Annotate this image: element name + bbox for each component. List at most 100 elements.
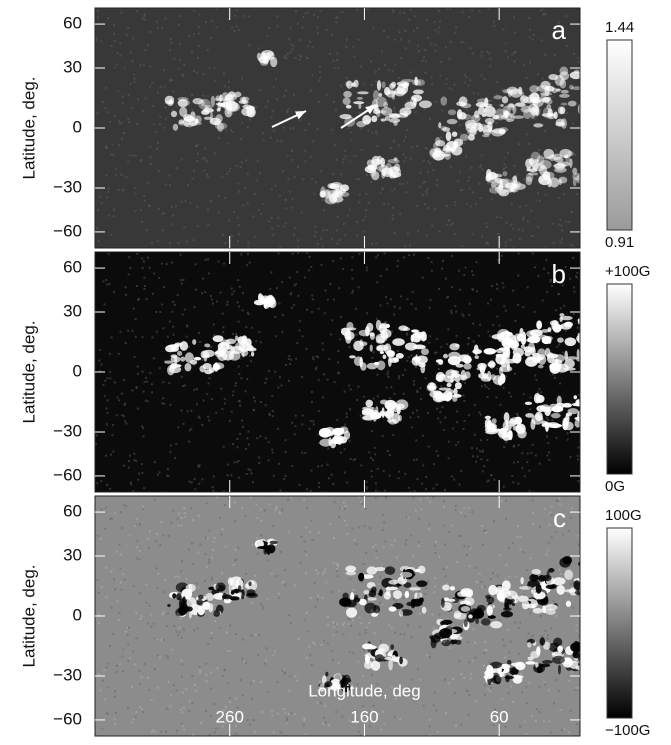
- noise-speck: [188, 549, 190, 551]
- noise-speck: [555, 615, 557, 617]
- noise-speck: [283, 95, 285, 97]
- active-region: [415, 332, 425, 339]
- noise-speck: [247, 431, 249, 433]
- noise-speck: [543, 268, 545, 270]
- noise-speck: [146, 602, 148, 604]
- noise-speck: [297, 166, 299, 168]
- noise-speck: [568, 680, 570, 682]
- panel-label: a: [552, 15, 567, 45]
- noise-speck: [202, 157, 204, 159]
- noise-speck: [107, 191, 109, 193]
- noise-speck: [267, 691, 269, 693]
- noise-speck: [344, 391, 346, 393]
- noise-speck: [489, 65, 491, 67]
- noise-speck: [407, 233, 409, 235]
- noise-speck: [451, 286, 453, 288]
- noise-speck: [309, 428, 311, 430]
- noise-speck: [186, 240, 188, 242]
- noise-speck: [240, 679, 242, 681]
- noise-speck: [157, 240, 159, 242]
- noise-speck: [114, 40, 116, 42]
- noise-speck: [493, 21, 495, 23]
- noise-speck: [347, 215, 349, 217]
- noise-speck: [240, 377, 242, 379]
- y-axis-label: Latitude, deg.: [19, 76, 38, 179]
- noise-speck: [159, 123, 161, 125]
- noise-speck: [218, 260, 220, 262]
- noise-speck: [343, 508, 345, 510]
- noise-speck: [109, 488, 111, 490]
- noise-speck: [196, 160, 198, 162]
- noise-speck: [136, 518, 138, 520]
- noise-speck: [359, 112, 361, 114]
- noise-speck: [114, 696, 116, 698]
- noise-speck: [269, 504, 271, 506]
- noise-speck: [168, 535, 170, 537]
- active-region: [399, 657, 403, 665]
- noise-speck: [510, 396, 512, 398]
- noise-speck: [281, 331, 283, 333]
- noise-speck: [152, 293, 154, 295]
- noise-speck: [134, 78, 136, 80]
- noise-speck: [139, 550, 141, 552]
- noise-speck: [221, 533, 223, 535]
- noise-speck: [503, 163, 505, 165]
- noise-speck: [569, 583, 571, 585]
- noise-speck: [309, 531, 311, 533]
- active-region: [451, 370, 459, 374]
- noise-speck: [375, 482, 377, 484]
- noise-speck: [306, 57, 308, 59]
- noise-speck: [460, 673, 462, 675]
- noise-speck: [242, 292, 244, 294]
- noise-speck: [445, 83, 447, 85]
- noise-speck: [481, 385, 483, 387]
- noise-speck: [378, 583, 380, 585]
- noise-speck: [336, 570, 338, 572]
- noise-speck: [407, 100, 409, 102]
- noise-speck: [443, 568, 445, 570]
- noise-speck: [207, 209, 209, 211]
- noise-speck: [271, 217, 273, 219]
- noise-speck: [206, 393, 208, 395]
- noise-speck: [118, 619, 120, 621]
- noise-speck: [122, 102, 124, 104]
- noise-speck: [181, 637, 183, 639]
- noise-speck: [412, 412, 414, 414]
- noise-speck: [463, 400, 465, 402]
- noise-speck: [167, 613, 169, 615]
- noise-speck: [195, 690, 197, 692]
- noise-speck: [387, 450, 389, 452]
- noise-speck: [99, 349, 101, 351]
- noise-speck: [232, 333, 234, 335]
- active-region: [440, 126, 446, 131]
- noise-speck: [547, 550, 549, 552]
- noise-speck: [106, 484, 108, 486]
- noise-speck: [304, 12, 306, 14]
- noise-speck: [390, 147, 392, 149]
- noise-speck: [131, 722, 133, 724]
- noise-speck: [408, 254, 410, 256]
- noise-speck: [548, 721, 550, 723]
- noise-speck: [137, 540, 139, 542]
- noise-speck: [358, 201, 360, 203]
- active-region: [513, 340, 518, 350]
- noise-speck: [409, 245, 411, 247]
- noise-speck: [413, 380, 415, 382]
- noise-speck: [538, 686, 540, 688]
- noise-speck: [227, 650, 229, 652]
- noise-speck: [151, 699, 153, 701]
- noise-speck: [469, 547, 471, 549]
- noise-speck: [514, 621, 516, 623]
- noise-speck: [484, 641, 486, 643]
- noise-speck: [277, 428, 279, 430]
- active-region: [505, 676, 515, 679]
- active-region: [538, 365, 544, 369]
- noise-speck: [118, 353, 120, 355]
- noise-speck: [114, 723, 116, 725]
- noise-speck: [426, 234, 428, 236]
- noise-speck: [412, 291, 414, 293]
- noise-speck: [555, 499, 557, 501]
- noise-speck: [398, 375, 400, 377]
- noise-speck: [107, 17, 109, 19]
- noise-speck: [301, 423, 303, 425]
